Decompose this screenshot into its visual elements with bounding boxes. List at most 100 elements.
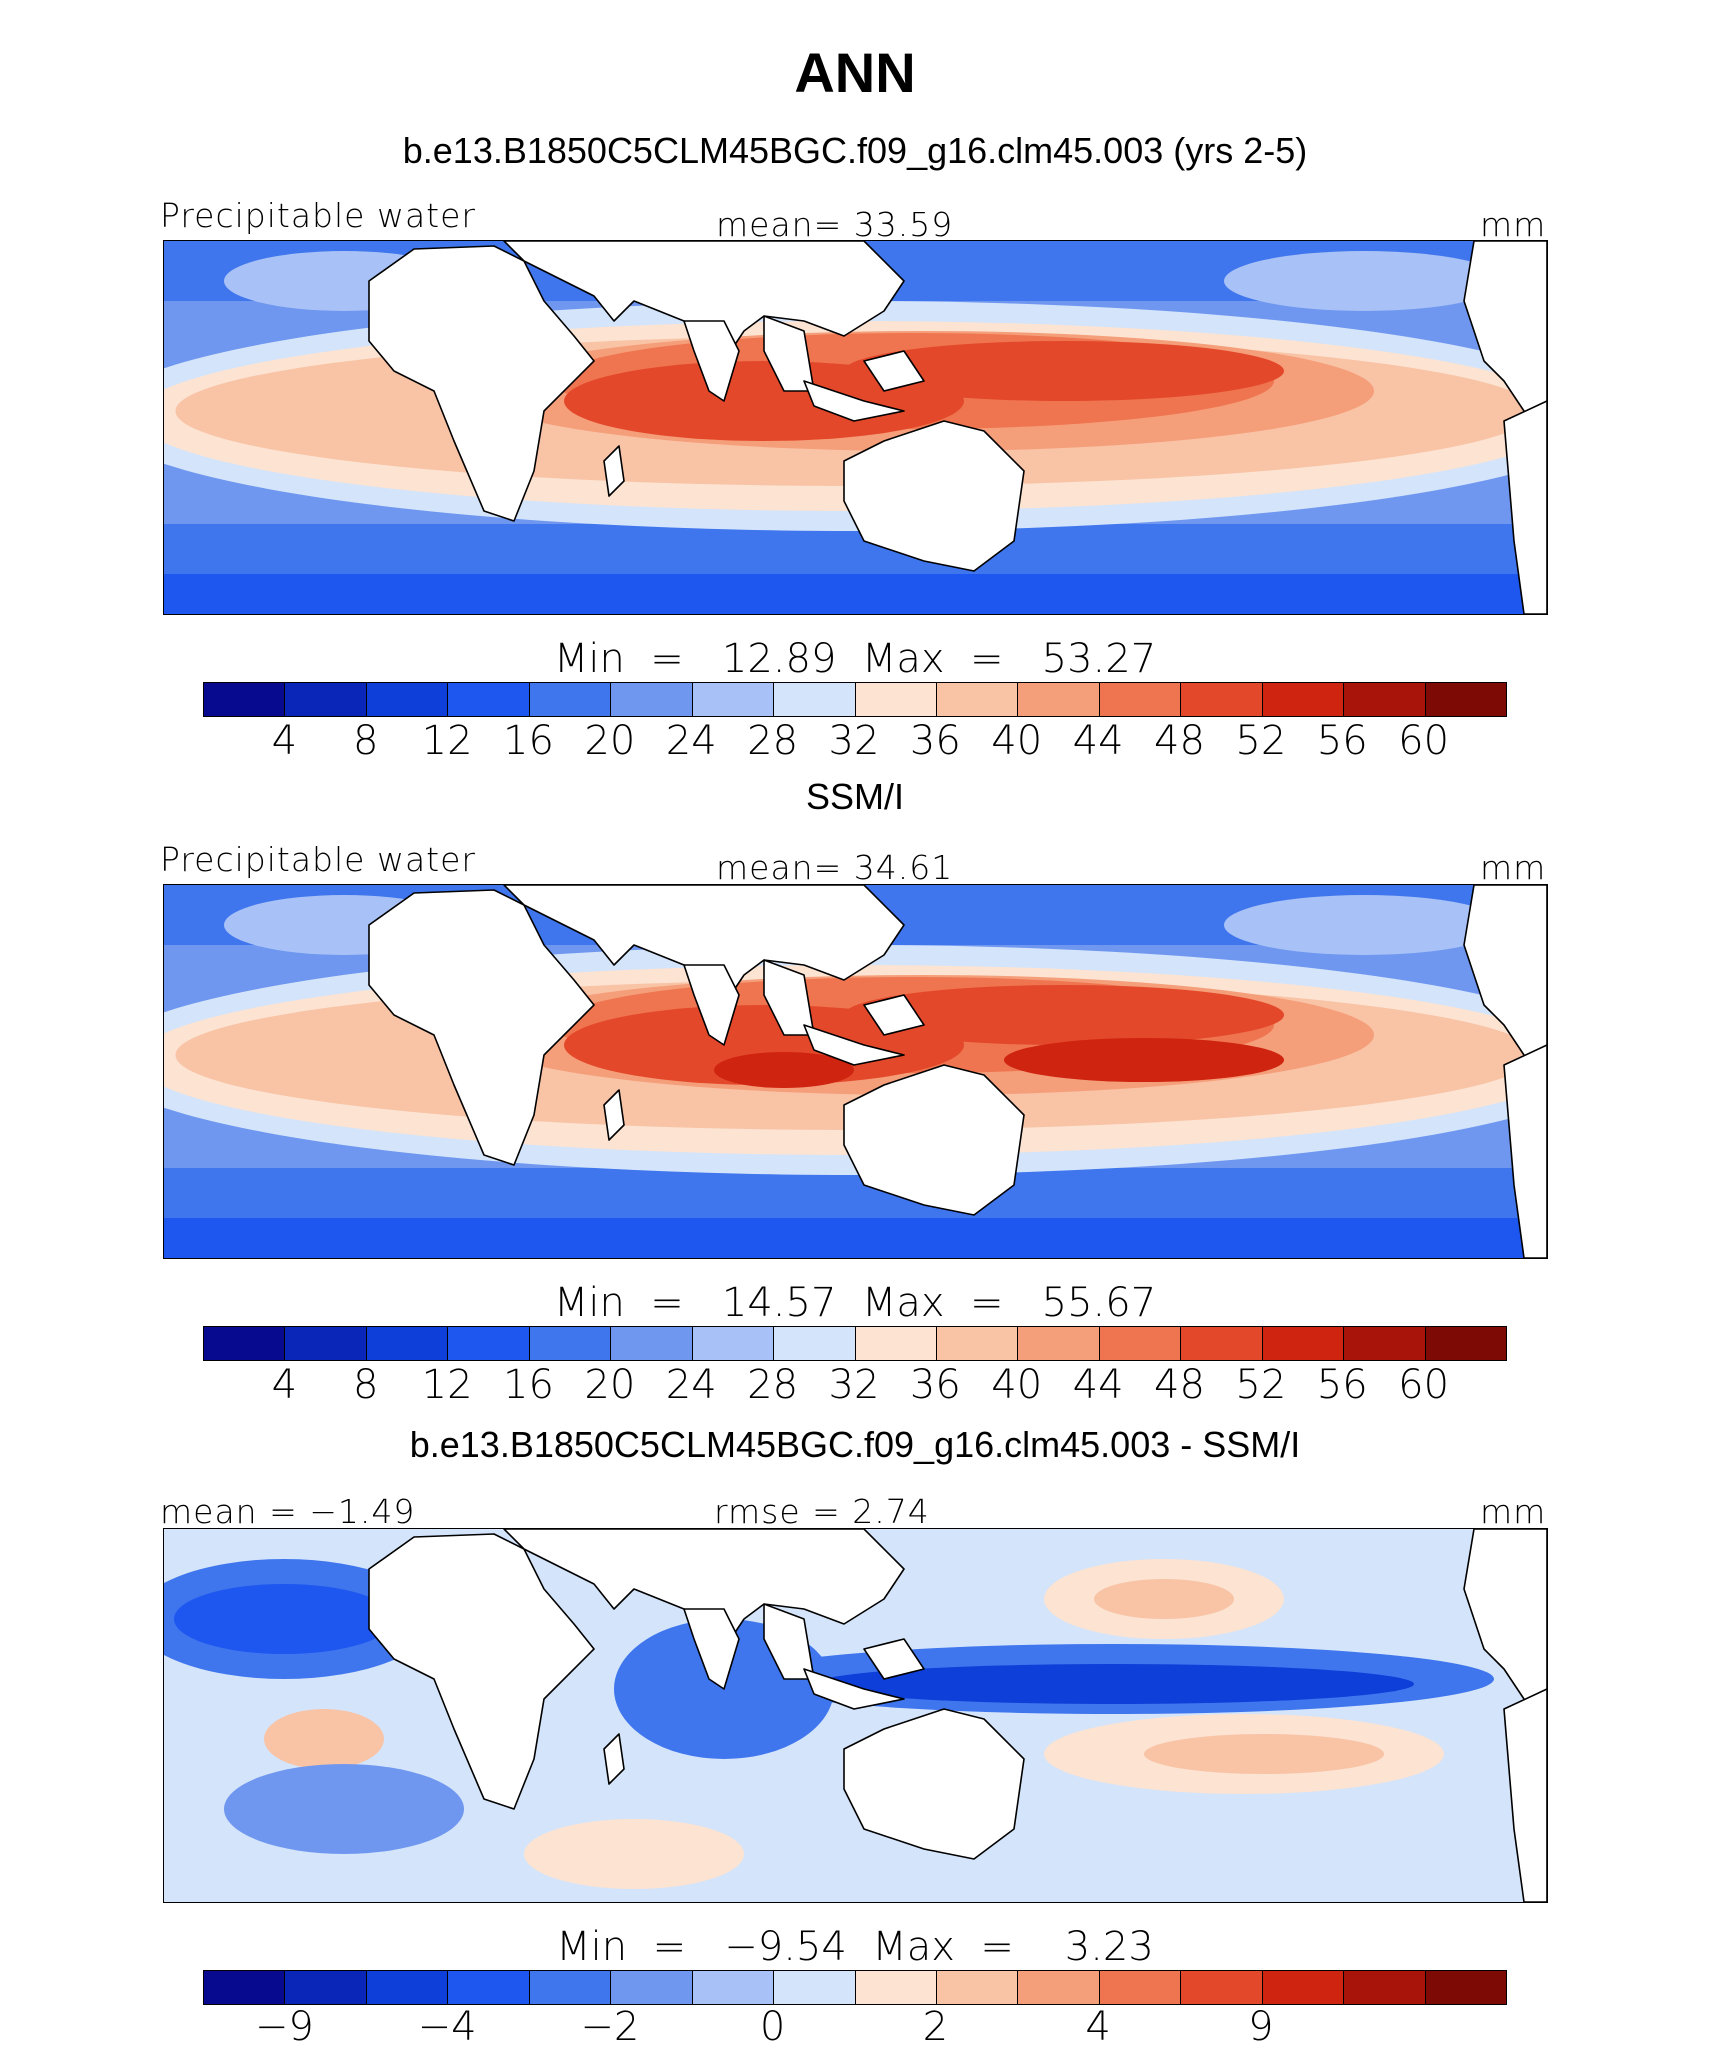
- colorbar-swatch: [1181, 1971, 1263, 2004]
- colorbar-swatch: [448, 683, 530, 716]
- colorbar-swatch: [1099, 683, 1182, 716]
- colorbar-swatch: [1262, 1327, 1345, 1360]
- map-field: [164, 1529, 1547, 1902]
- colorbar-swatch: [692, 1327, 775, 1360]
- colorbar-swatch: [285, 683, 367, 716]
- colorbar-swatch: [692, 1971, 775, 2004]
- minmax-label: Min = 14.57 Max = 55.67: [553, 1280, 1157, 1326]
- colorbar-swatch: [285, 1327, 367, 1360]
- colorbar-tick-label: 12: [421, 1362, 473, 1408]
- colorbar-tick-label: 28: [747, 1362, 799, 1408]
- colorbar-tick-label: −4: [417, 2004, 477, 2050]
- colorbar-tick-label: 36: [909, 1362, 961, 1408]
- colorbar-swatch: [529, 683, 612, 716]
- colorbar-tick-label: 32: [828, 718, 880, 764]
- map-field: [164, 241, 1547, 614]
- colorbar-swatch: [1181, 683, 1263, 716]
- colorbar-tick-label: 60: [1398, 718, 1450, 764]
- stat-left-label: Precipitable water: [160, 840, 476, 879]
- colorbar-tick-label: 16: [503, 718, 554, 764]
- colorbar-tick-label: 56: [1316, 1362, 1368, 1408]
- colorbar-tick-label: 44: [1072, 718, 1124, 764]
- colorbar-swatch: [448, 1327, 530, 1360]
- colorbar-swatch: [1344, 1327, 1426, 1360]
- panel-title: b.e13.B1850C5CLM45BGC.f09_g16.clm45.003 …: [409, 1424, 1301, 1465]
- colorbar-tick-label: −2: [580, 2004, 640, 2050]
- colorbar-ticks: 4 8 12 16 20 24 28 32 36 40 44 48 52 56 60: [203, 718, 1505, 764]
- colorbar-swatch: [774, 1971, 856, 2004]
- minmax-label: Min = −9.54 Max = 3.23: [556, 1924, 1154, 1970]
- map-panel: [163, 240, 1548, 615]
- colorbar-tick-label: 24: [665, 1362, 717, 1408]
- colorbar-swatch: [1344, 683, 1426, 716]
- colorbar-tick-label: 8: [353, 1362, 379, 1408]
- colorbar-swatch: [1262, 683, 1345, 716]
- colorbar-tick-label: 40: [991, 718, 1043, 764]
- colorbar-swatch: [611, 683, 693, 716]
- colorbar-swatch: [1344, 1971, 1426, 2004]
- colorbar-swatch: [1099, 1971, 1182, 2004]
- colorbar-tick-label: 4: [271, 718, 298, 764]
- colorbar: [203, 682, 1507, 717]
- colorbar-tick-label: 32: [828, 1362, 880, 1408]
- colorbar-tick-label: 56: [1316, 718, 1368, 764]
- panel-title: SSM/I: [805, 776, 904, 817]
- main-title: ANN: [794, 41, 916, 104]
- colorbar-swatch: [366, 1327, 449, 1360]
- colorbar-tick-label: 52: [1235, 1362, 1287, 1408]
- colorbar-tick-label: 48: [1154, 718, 1205, 764]
- minmax-label: Min = 12.89 Max = 53.27: [553, 636, 1157, 682]
- colorbar-tick-label: 8: [353, 718, 379, 764]
- colorbar-swatch: [1425, 1971, 1506, 2004]
- colorbar-tick-label: 24: [665, 718, 717, 764]
- map-panel: [163, 884, 1548, 1259]
- colorbar-tick-label: 4: [271, 1362, 298, 1408]
- colorbar-swatch: [1099, 1327, 1182, 1360]
- colorbar-ticks: 4 8 12 16 20 24 28 32 36 40 44 48 52 56 60: [203, 1362, 1505, 1408]
- colorbar-swatch: [366, 683, 449, 716]
- colorbar-swatch: [204, 683, 286, 716]
- units-label: mm: [1480, 1492, 1547, 1531]
- colorbar-swatch: [1018, 683, 1100, 716]
- colorbar-swatch: [611, 1971, 693, 2004]
- colorbar-swatch: [774, 1327, 856, 1360]
- colorbar: [203, 1970, 1507, 2005]
- colorbar-swatch: [611, 1327, 693, 1360]
- colorbar-tick-label: 48: [1154, 1362, 1205, 1408]
- colorbar-swatch: [204, 1327, 286, 1360]
- colorbar-swatch: [855, 1327, 937, 1360]
- colorbar-tick-label: 20: [584, 1362, 636, 1408]
- colorbar-ticks: −9 −4 −2 0 2 4 9: [203, 2004, 1505, 2050]
- colorbar-swatch: [774, 683, 856, 716]
- colorbar-swatch: [1018, 1971, 1100, 2004]
- panel-title: b.e13.B1850C5CLM45BGC.f09_g16.clm45.003 …: [402, 130, 1308, 171]
- colorbar-swatch: [1425, 1327, 1506, 1360]
- colorbar-swatch: [936, 683, 1019, 716]
- colorbar-swatch: [936, 1327, 1019, 1360]
- colorbar-swatch: [936, 1971, 1019, 2004]
- colorbar-tick-label: 4: [1085, 2004, 1111, 2050]
- colorbar-swatch: [1181, 1327, 1263, 1360]
- colorbar-tick-label: 20: [584, 718, 636, 764]
- colorbar-swatch: [448, 1971, 530, 2004]
- colorbar-tick-label: 9: [1248, 2004, 1274, 2050]
- colorbar: [203, 1326, 1507, 1361]
- colorbar-swatch: [1262, 1971, 1345, 2004]
- map-field: [164, 885, 1547, 1258]
- colorbar-swatch: [204, 1971, 286, 2004]
- units-label: mm: [1480, 205, 1547, 244]
- units-label: mm: [1480, 848, 1547, 887]
- colorbar-tick-label: 52: [1235, 718, 1287, 764]
- colorbar-swatch: [366, 1971, 449, 2004]
- stat-left-label: Precipitable water: [160, 196, 476, 235]
- colorbar-swatch: [529, 1971, 612, 2004]
- map-panel: [163, 1528, 1548, 1903]
- colorbar-tick-label: 60: [1398, 1362, 1450, 1408]
- stat-left-label: mean = −1.49: [160, 1492, 416, 1531]
- colorbar-swatch: [692, 683, 775, 716]
- colorbar-tick-label: 40: [991, 1362, 1043, 1408]
- colorbar-swatch: [855, 683, 937, 716]
- colorbar-tick-label: 28: [747, 718, 799, 764]
- rmse-label: rmse = 2.74: [714, 1492, 930, 1531]
- mean-label: mean= 34.61: [716, 848, 954, 887]
